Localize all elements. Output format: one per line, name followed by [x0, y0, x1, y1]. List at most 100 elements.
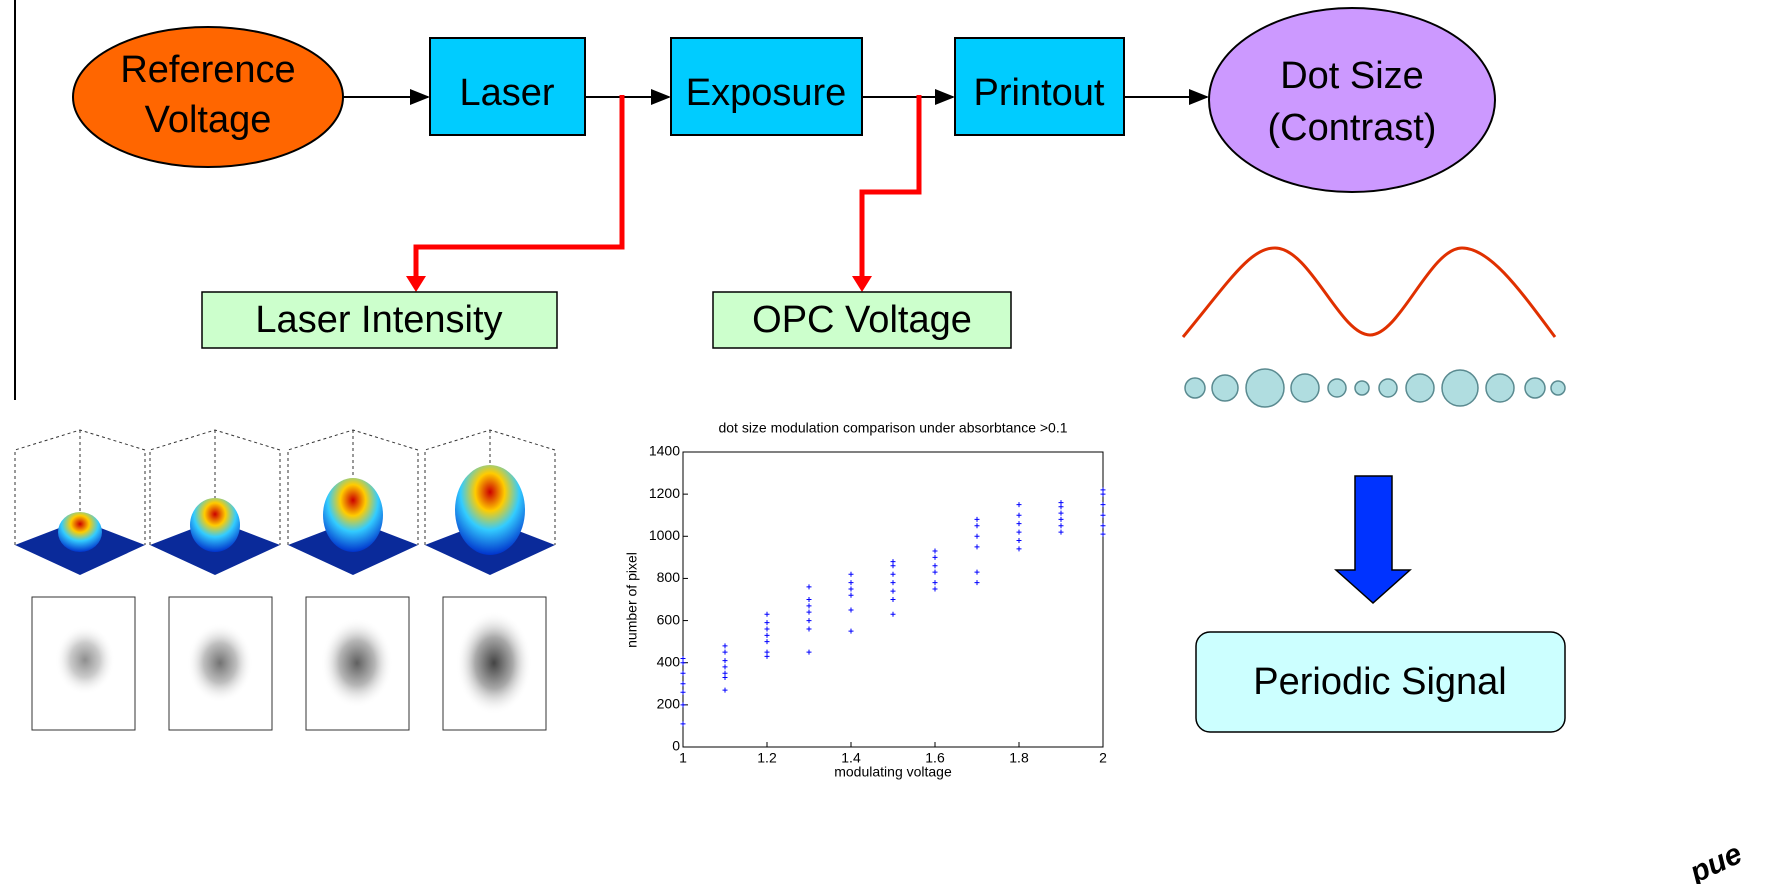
point	[1058, 529, 1064, 535]
node-shape	[72, 26, 344, 168]
point	[806, 584, 812, 590]
point	[1016, 546, 1022, 552]
node-shape	[712, 291, 1012, 349]
node-label: Exposure	[686, 72, 847, 114]
point	[974, 516, 980, 522]
point	[764, 632, 770, 638]
point	[848, 607, 854, 613]
node-label: Laser Intensity	[255, 299, 502, 341]
point	[764, 620, 770, 626]
x-tick-label: 1.2	[757, 750, 777, 766]
point	[1100, 487, 1106, 493]
point	[1016, 521, 1022, 527]
logo: pue	[1684, 837, 1747, 884]
point	[806, 597, 812, 602]
point	[680, 721, 686, 727]
point	[1016, 502, 1022, 508]
point	[848, 580, 854, 586]
point	[806, 626, 812, 632]
y-tick-label: 1200	[649, 485, 680, 501]
y-tick-label: 0	[672, 738, 680, 754]
point	[680, 660, 686, 666]
point	[1058, 510, 1064, 516]
point	[974, 580, 980, 586]
surface-plots	[14, 429, 556, 575]
x-tick-label: 2	[1099, 750, 1107, 766]
x-tick-label: 1	[679, 750, 687, 766]
point	[890, 597, 896, 602]
point	[680, 681, 686, 687]
point	[932, 580, 938, 586]
point	[848, 592, 854, 598]
y-tick-label: 800	[657, 569, 681, 585]
point	[890, 611, 896, 617]
y-tick-label: 200	[657, 696, 681, 712]
point	[890, 563, 896, 569]
point	[764, 611, 770, 617]
plot-frame	[682, 451, 1104, 748]
point	[974, 533, 980, 539]
point	[722, 664, 728, 670]
node-shape	[954, 37, 1125, 136]
point	[848, 628, 854, 634]
point	[722, 658, 728, 664]
point	[1100, 502, 1106, 508]
node-label: Printout	[974, 72, 1105, 114]
node-shape	[1208, 7, 1496, 193]
node-label: Periodic Signal	[1253, 661, 1506, 703]
node-label: Dot Size	[1280, 55, 1424, 97]
point	[1016, 529, 1022, 535]
point	[806, 609, 812, 615]
point	[1100, 512, 1106, 518]
point	[806, 649, 812, 655]
point	[1016, 512, 1022, 518]
y-tick-label: 1000	[649, 527, 680, 543]
point	[722, 687, 728, 693]
point	[680, 656, 686, 661]
point	[932, 563, 938, 569]
point	[680, 702, 686, 708]
y-tick-label: 400	[657, 653, 681, 669]
red-arrows	[413, 95, 922, 278]
point	[974, 544, 980, 550]
point	[806, 618, 812, 624]
point	[848, 571, 854, 577]
x-axis-label: modulating voltage	[834, 764, 952, 780]
node-label: Reference	[120, 49, 295, 91]
down-arrow	[1334, 475, 1412, 605]
point	[764, 639, 770, 645]
y-tick-label: 600	[657, 611, 681, 627]
point	[722, 670, 728, 676]
node-shape	[1195, 631, 1566, 733]
point	[1058, 504, 1064, 510]
point	[764, 626, 770, 632]
point	[806, 603, 812, 609]
point	[1058, 516, 1064, 522]
point	[764, 649, 770, 655]
point	[974, 569, 980, 575]
point	[890, 559, 896, 565]
point	[890, 571, 896, 577]
point	[722, 643, 728, 649]
point	[932, 586, 938, 592]
point	[932, 569, 938, 575]
point	[764, 653, 770, 659]
arrow-heads	[406, 276, 872, 292]
node-shape	[670, 37, 863, 136]
dot-row	[1184, 368, 1566, 408]
x-tick-label: 1.8	[1009, 750, 1029, 766]
y-axis-label: number of pixel	[624, 552, 640, 648]
point	[1016, 538, 1022, 543]
point	[1058, 500, 1064, 506]
point	[890, 588, 896, 594]
y-tick-label: 1400	[649, 443, 680, 459]
point	[680, 670, 686, 676]
node-label: OPC Voltage	[752, 299, 972, 341]
node-label: (Contrast)	[1268, 107, 1437, 149]
point	[722, 674, 728, 680]
node-label: Laser	[459, 72, 554, 114]
point	[932, 554, 938, 560]
point	[722, 649, 728, 655]
point	[932, 548, 938, 554]
